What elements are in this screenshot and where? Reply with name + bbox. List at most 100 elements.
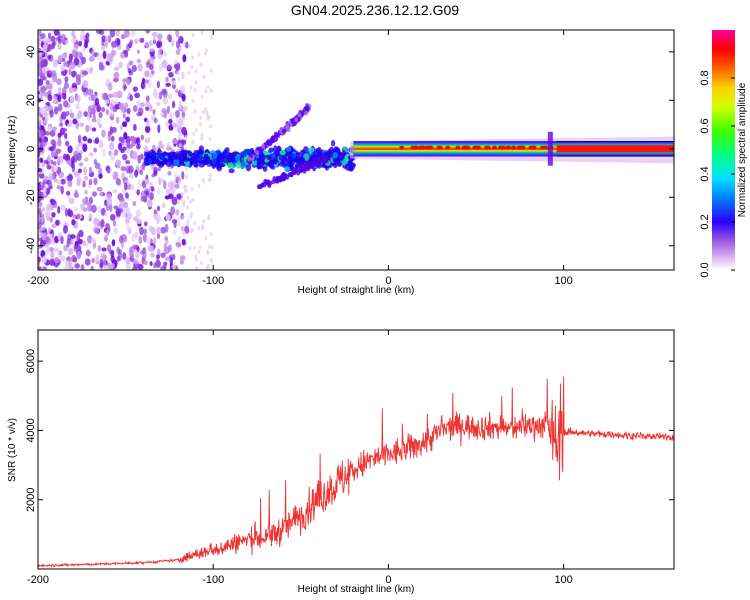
noise-blob [208,173,212,178]
noise-blob [76,176,82,184]
colorbar-tick-label: 0.0 [699,262,711,277]
noise-blob [156,101,161,107]
noise-blob [168,71,174,78]
noise-blob [171,218,178,224]
noise-blob [156,226,162,235]
noise-blob [38,232,43,239]
band-blob [227,162,234,169]
noise-blob [175,241,182,248]
noise-blob [38,197,41,203]
noise-blob [209,124,213,129]
band-blob [267,161,273,168]
noise-blob [164,236,169,242]
noise-blob [164,195,170,200]
noise-blob [57,139,62,147]
noise-blob [171,80,177,86]
noise-blob [130,30,136,38]
wisp-blob [258,147,263,153]
snr-x-axis-label: Height of straight line (km) [298,584,415,595]
noise-blob [136,143,141,150]
noise-blob [176,70,180,76]
wisp-blob [266,179,271,185]
noise-blob [137,179,143,189]
peak-blob [485,145,491,150]
spectrogram-content [38,30,674,270]
noise-blob [39,147,44,152]
noise-blob [70,234,76,239]
noise-blob [94,162,101,170]
band-blob [330,140,336,147]
noise-blob [181,238,186,246]
noise-blob [122,252,127,260]
noise-blob [191,98,195,104]
noise-blob [113,128,117,133]
noise-blob [178,46,182,51]
noise-blob [82,180,86,188]
noise-blob [109,152,116,161]
noise-blob [47,165,52,170]
noise-blob [70,156,75,164]
noise-blob [47,93,53,102]
noise-blob [112,220,117,227]
wisp-blob [287,172,292,178]
noise-blob [57,30,61,37]
noise-blob [199,62,203,68]
noise-blob [73,170,80,177]
noise-blob [57,86,62,93]
noise-blob [49,130,56,137]
noise-blob [177,133,183,138]
noise-blob [146,118,150,128]
noise-blob [51,223,57,229]
noise-blob [63,266,70,270]
noise-blob [153,92,160,99]
noise-blob [62,53,67,60]
noise-blob [160,112,164,117]
colorbar-tick-label: 0.6 [699,118,711,133]
noise-blob [179,255,186,261]
noise-blob [99,190,103,197]
noise-blob [171,196,178,206]
noise-blob [77,109,83,119]
noise-blob [185,105,189,110]
noise-blob [49,258,55,267]
noise-blob [72,213,77,219]
noise-blob [188,44,192,49]
noise-blob [137,263,144,270]
noise-blob [132,86,138,92]
noise-blob [38,266,42,270]
y-tick-label: 6000 [25,349,37,373]
noise-blob [107,35,112,43]
wisp-blob [271,135,276,141]
noise-blob [125,165,131,174]
noise-blob [63,61,68,67]
snr-y-axis-label: SNR (10 * v/v) [7,418,18,482]
noise-blob [153,166,158,175]
noise-blob [151,31,158,38]
band-blob [216,156,222,163]
noise-blob [52,150,56,157]
noise-blob [84,157,89,162]
wisp-blob [255,150,260,156]
wisp-blob [291,168,296,174]
noise-blob [115,159,122,167]
wisp-blob [315,156,320,162]
peak-blob [517,145,523,150]
snr-series-line [38,376,674,569]
noise-blob [181,171,185,180]
noise-blob [87,112,91,122]
noise-blob [67,248,74,255]
band-blob [241,150,248,158]
noise-blob [49,80,54,85]
noise-blob [68,197,75,205]
noise-blob [165,82,171,87]
noise-blob [210,35,214,40]
noise-blob [191,33,195,38]
noise-blob [158,63,164,72]
noise-blob [162,88,168,98]
band-blob [147,158,153,164]
noise-blob [132,200,137,207]
wisp-blob [283,173,288,179]
noise-blob [112,77,119,83]
noise-blob [171,100,176,109]
noise-blob [71,219,76,226]
